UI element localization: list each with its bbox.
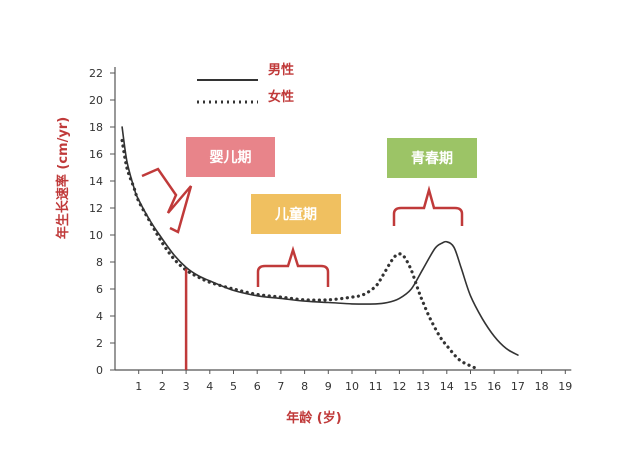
series-layer [120, 126, 519, 371]
x-tick-label: 18 [535, 380, 549, 393]
x-tick-label: 14 [440, 380, 454, 393]
x-tick-label: 16 [487, 380, 501, 393]
y-tick-label: 18 [89, 121, 103, 134]
female-growth-curve [120, 138, 480, 371]
y-tick-label: 8 [96, 256, 103, 269]
x-tick-label: 8 [301, 380, 308, 393]
y-tick-label: 14 [89, 175, 103, 188]
phase-label: 青春期 [411, 150, 453, 167]
y-axis-title: 年生长速率 (cm/yr) [55, 117, 71, 239]
infancy-label-box [186, 137, 275, 177]
x-tick-label: 9 [325, 380, 332, 393]
x-tick-label: 19 [558, 380, 572, 393]
x-tick-label: 5 [230, 380, 237, 393]
y-tick-label: 6 [96, 283, 103, 296]
x-tick-label: 15 [464, 380, 478, 393]
x-axis-title: 年龄 (岁) [286, 410, 341, 426]
legend: 男性 女性 [197, 62, 294, 105]
legend-female-label: 女性 [268, 89, 294, 105]
x-tick-label: 4 [206, 380, 213, 393]
childhood-bracket [256, 245, 330, 287]
x-tick-label: 3 [183, 380, 190, 393]
y-tick-label: 16 [89, 148, 103, 161]
y-tick-label: 10 [89, 229, 103, 242]
y-tick-label: 20 [89, 94, 103, 107]
legend-male-label: 男性 [268, 62, 294, 78]
childhood-label-box [251, 194, 341, 234]
puberty-bracket [392, 185, 464, 226]
phase-label: 儿童期 [274, 206, 317, 223]
x-tick-label: 10 [345, 380, 359, 393]
y-tick-label: 4 [96, 310, 103, 323]
infancy-bracket [141, 167, 193, 234]
y-tick-label: 22 [89, 67, 103, 80]
y-tick-label: 2 [96, 337, 103, 350]
x-tick-label: 13 [416, 380, 430, 393]
x-tick-label: 12 [392, 380, 406, 393]
x-tick-label: 6 [254, 380, 261, 393]
x-tick-label: 17 [511, 380, 525, 393]
x-tick-label: 7 [277, 380, 284, 393]
male-growth-curve [121, 126, 519, 356]
puberty-label-box [387, 138, 477, 178]
x-tick-label: 1 [135, 380, 142, 393]
phase-label: 婴儿期 [210, 149, 252, 166]
y-tick-label: 0 [96, 364, 103, 377]
y-tick-label: 12 [89, 202, 103, 215]
x-tick-label: 11 [369, 380, 383, 393]
x-tick-label: 2 [159, 380, 166, 393]
